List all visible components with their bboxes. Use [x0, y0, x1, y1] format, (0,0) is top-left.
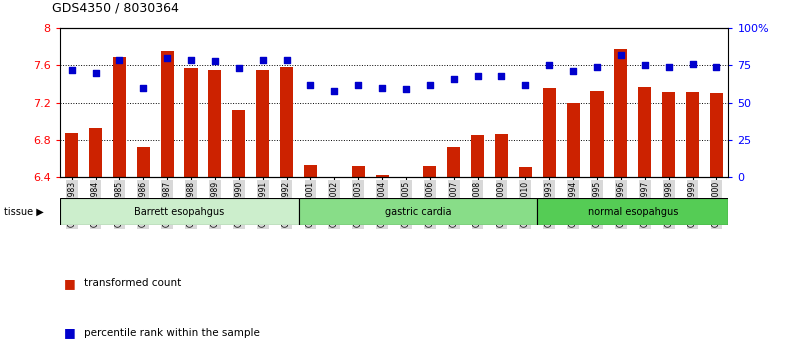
Point — [400, 86, 412, 92]
Point — [591, 64, 603, 70]
Bar — [352, 166, 365, 177]
Bar — [185, 68, 197, 177]
Bar — [423, 166, 436, 177]
Point — [185, 57, 197, 62]
Bar — [638, 87, 651, 177]
Bar — [447, 147, 460, 177]
Bar — [567, 103, 579, 177]
Point — [638, 63, 651, 68]
Point — [543, 63, 556, 68]
Text: ■: ■ — [64, 326, 76, 339]
Point — [710, 64, 723, 70]
Bar — [113, 57, 126, 177]
Point — [304, 82, 317, 88]
Text: GDS4350 / 8030364: GDS4350 / 8030364 — [52, 1, 178, 14]
Text: normal esopahgus: normal esopahgus — [587, 206, 678, 217]
Text: transformed count: transformed count — [84, 278, 181, 288]
Text: percentile rank within the sample: percentile rank within the sample — [84, 328, 259, 338]
Bar — [298, 198, 537, 225]
Point — [495, 73, 508, 79]
Point — [89, 70, 102, 76]
Bar — [89, 128, 102, 177]
Bar — [710, 93, 723, 177]
Point — [662, 64, 675, 70]
Bar — [591, 91, 603, 177]
Bar — [615, 49, 627, 177]
Bar — [519, 167, 532, 177]
Point — [352, 82, 365, 88]
Bar — [543, 88, 556, 177]
Text: gastric cardia: gastric cardia — [384, 206, 451, 217]
Point — [376, 85, 388, 91]
Bar — [328, 177, 341, 190]
Text: ■: ■ — [64, 277, 76, 290]
Bar — [161, 51, 174, 177]
Point — [686, 61, 699, 67]
Point — [65, 67, 78, 73]
Point — [328, 88, 341, 93]
Point — [519, 82, 532, 88]
Point — [161, 55, 174, 61]
Point — [232, 65, 245, 71]
Point — [209, 58, 221, 64]
Bar — [495, 134, 508, 177]
Point — [137, 85, 150, 91]
Bar — [662, 92, 675, 177]
Bar — [304, 165, 317, 177]
Bar — [137, 147, 150, 177]
Point — [447, 76, 460, 82]
Point — [471, 73, 484, 79]
Bar — [537, 198, 728, 225]
Point — [256, 57, 269, 62]
Bar — [65, 133, 78, 177]
Point — [280, 57, 293, 62]
Point — [615, 52, 627, 58]
Text: Barrett esopahgus: Barrett esopahgus — [134, 206, 224, 217]
Bar — [686, 92, 699, 177]
Bar — [256, 70, 269, 177]
Point — [567, 69, 579, 74]
Point — [113, 57, 126, 62]
Bar — [280, 67, 293, 177]
Bar — [60, 198, 298, 225]
Bar — [471, 135, 484, 177]
Bar — [232, 110, 245, 177]
Bar — [209, 70, 221, 177]
Text: tissue ▶: tissue ▶ — [4, 206, 44, 217]
Point — [423, 82, 436, 88]
Bar — [376, 175, 388, 177]
